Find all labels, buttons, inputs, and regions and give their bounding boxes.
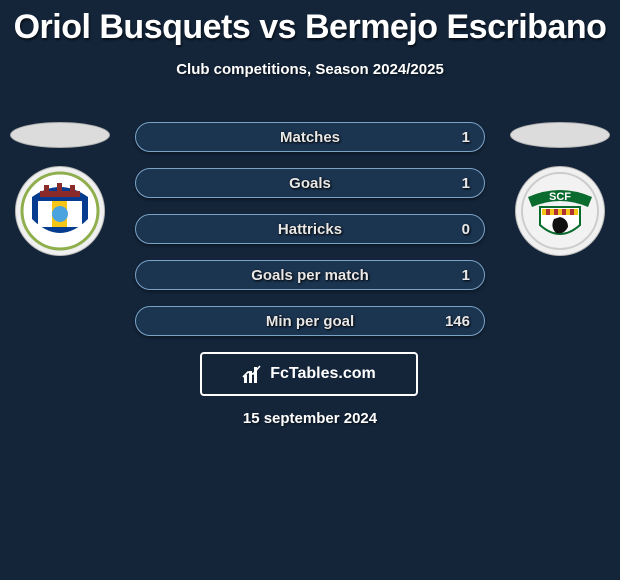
- stat-row: Min per goal 146: [135, 306, 485, 336]
- stats-container: Matches 1 Goals 1 Hattricks 0 Goals per …: [135, 122, 485, 352]
- left-club-crest: [15, 166, 105, 256]
- stat-label: Goals: [136, 175, 484, 192]
- left-club-column: [0, 122, 120, 256]
- page-subtitle: Club competitions, Season 2024/2025: [0, 61, 620, 78]
- stat-row: Goals 1: [135, 168, 485, 198]
- stat-label: Matches: [136, 129, 484, 146]
- svg-text:SCF: SCF: [549, 191, 571, 203]
- stat-row: Hattricks 0: [135, 214, 485, 244]
- page-title: Oriol Busquets vs Bermejo Escribano: [0, 0, 620, 47]
- stat-label: Hattricks: [136, 221, 484, 238]
- right-club-column: SCF: [500, 122, 620, 256]
- bar-chart-icon: [242, 363, 264, 385]
- stat-row: Goals per match 1: [135, 260, 485, 290]
- stat-label: Min per goal: [136, 313, 484, 330]
- crest-right-icon: SCF: [520, 171, 600, 251]
- stat-label: Goals per match: [136, 267, 484, 284]
- left-value-pill: [10, 122, 110, 148]
- crest-left-icon: [20, 171, 100, 251]
- watermark-badge: FcTables.com: [200, 352, 418, 396]
- stat-row: Matches 1: [135, 122, 485, 152]
- right-value-pill: [510, 122, 610, 148]
- watermark-text: FcTables.com: [270, 365, 376, 383]
- date-text: 15 september 2024: [0, 410, 620, 427]
- right-club-crest: SCF: [515, 166, 605, 256]
